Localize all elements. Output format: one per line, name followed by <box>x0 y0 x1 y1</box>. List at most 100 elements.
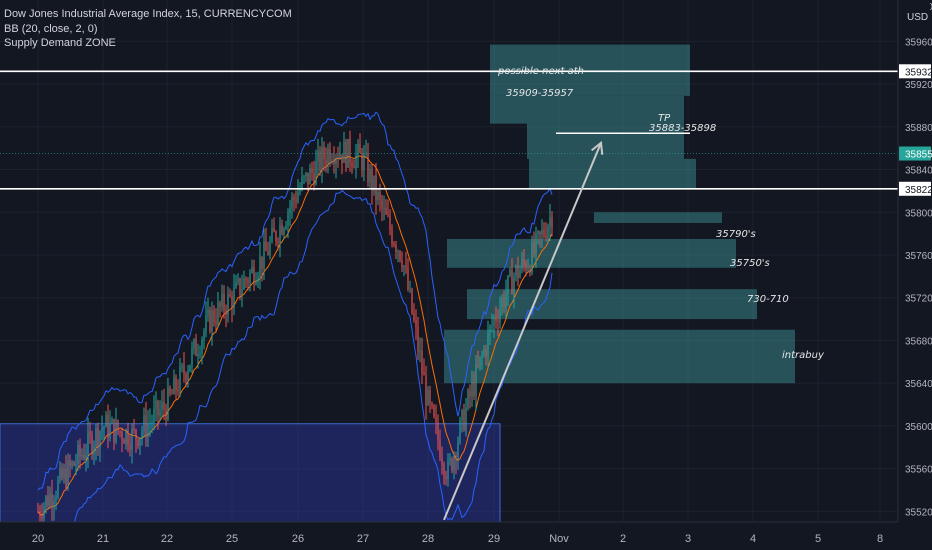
candle-body <box>283 228 285 235</box>
price-tick-label: 35800 <box>905 208 932 219</box>
candle-body <box>315 161 317 185</box>
candle-body <box>221 293 223 307</box>
candle-body <box>527 267 529 271</box>
candle-body <box>543 229 545 236</box>
candle-body <box>297 192 299 203</box>
candle-body <box>483 349 485 356</box>
candle-body <box>345 141 347 168</box>
price-tick-label: 35640 <box>905 379 932 390</box>
time-tick-label: 3 <box>685 533 691 545</box>
candle-body <box>489 326 491 333</box>
candle-body <box>215 321 217 324</box>
candle-body <box>99 431 101 448</box>
candle-body <box>493 317 495 326</box>
candle-body <box>443 464 445 476</box>
candle-body <box>337 157 339 159</box>
time-axis[interactable]: 20 21 22 25 26 27 28 29 Nov 2 3 4 5 8 <box>0 521 932 550</box>
candle-body <box>367 153 369 183</box>
candle-body <box>383 208 385 210</box>
candle-body <box>189 364 191 372</box>
candle-body <box>497 320 499 323</box>
candle-body <box>433 406 435 417</box>
time-tick-label: 2 <box>620 533 626 545</box>
candle-body <box>307 172 309 185</box>
candle-body <box>289 207 291 213</box>
candle-body <box>321 147 323 171</box>
candle-body <box>329 148 331 162</box>
candle-body <box>113 418 115 443</box>
candle-body <box>457 442 459 461</box>
candle-body <box>243 278 245 290</box>
candle-body <box>447 461 449 479</box>
time-tick-label: 28 <box>422 533 434 545</box>
price-axis[interactable]: 3599035520355603560035640356803572035760… <box>897 0 932 550</box>
candle-body <box>403 266 405 268</box>
candle-body <box>475 364 477 396</box>
candle-body <box>479 356 481 366</box>
candle-body <box>263 241 265 269</box>
candle-body <box>211 310 213 332</box>
candle-body <box>515 265 517 277</box>
time-tick-label: 20 <box>32 533 44 545</box>
candle-body <box>463 410 465 431</box>
candle-body <box>65 468 67 488</box>
candle-body <box>153 408 155 423</box>
candle-body <box>199 353 201 355</box>
candle-body <box>231 296 233 309</box>
candle-body <box>415 319 417 327</box>
candle-body <box>51 493 53 507</box>
candle-body <box>281 224 283 235</box>
arrow-head <box>591 140 604 155</box>
candle-body <box>359 143 361 153</box>
candle-body <box>435 416 437 423</box>
candle-body <box>129 445 131 450</box>
time-tick-label: 25 <box>226 533 238 545</box>
candle-body <box>455 455 457 461</box>
zone-rect <box>529 158 696 189</box>
candle-body <box>173 377 175 394</box>
candle-body <box>143 415 145 432</box>
candle-body <box>547 226 549 239</box>
currency-box <box>900 3 930 27</box>
candle-body <box>313 172 315 185</box>
candle-body <box>295 199 297 203</box>
candle-body <box>317 150 319 162</box>
candle-body <box>101 428 103 432</box>
zone-label: possible next ath <box>497 66 584 77</box>
indicator-supply-demand[interactable]: Supply Demand ZONE <box>4 37 116 49</box>
candle-body <box>355 154 357 169</box>
candle-body <box>507 275 509 294</box>
candle-body <box>111 418 113 424</box>
candle-body <box>269 241 271 255</box>
candle-body <box>95 427 97 447</box>
candle-body <box>399 251 401 261</box>
candle-body <box>501 297 503 309</box>
candle-body <box>219 302 221 307</box>
candle-body <box>409 288 411 290</box>
candle-body <box>451 458 453 471</box>
symbol-title[interactable]: Dow Jones Industrial Average Index, 15, … <box>4 8 292 20</box>
candle-body <box>473 382 475 396</box>
candle-body <box>275 232 277 242</box>
candle-body <box>431 402 433 407</box>
candle-body <box>73 462 75 466</box>
candle-body <box>225 310 227 315</box>
candle-body <box>509 269 511 276</box>
zone-label: 730-710 <box>747 294 789 305</box>
price-badge-label: 35855 <box>905 150 932 161</box>
candle-body <box>427 390 429 406</box>
candle-body <box>441 458 443 465</box>
zone-rect <box>594 212 722 223</box>
candle-body <box>135 429 137 440</box>
time-tick-label: Nov <box>549 533 569 545</box>
candle-body <box>121 431 123 441</box>
candle-body <box>123 440 125 444</box>
candle-body <box>63 468 65 479</box>
candle-body <box>155 400 157 409</box>
indicator-bollinger[interactable]: BB (20, close, 2, 0) <box>4 22 98 35</box>
candle-body <box>137 439 139 447</box>
candle-body <box>259 256 261 277</box>
candle-body <box>97 427 99 448</box>
candle-body <box>109 423 111 438</box>
